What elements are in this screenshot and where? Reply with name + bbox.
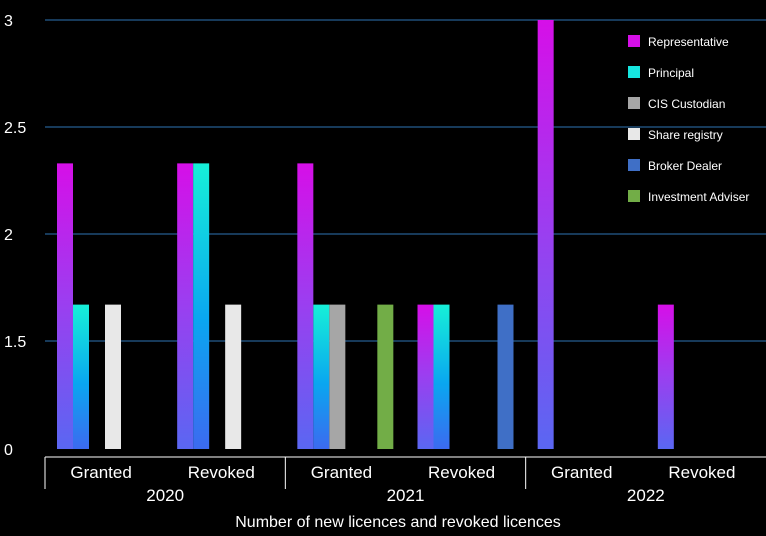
bar-principal (313, 304, 330, 449)
bar-share-registry (225, 304, 242, 449)
y-tick-label: 3 (4, 13, 13, 30)
bar-representative (177, 163, 194, 449)
legend-label: Broker Dealer (648, 159, 722, 173)
legend-swatch (628, 97, 640, 109)
x-tick-label: Revoked (668, 463, 735, 482)
x-tick-label: Revoked (428, 463, 495, 482)
grid-lines (45, 19, 766, 342)
y-tick-label: 2.5 (4, 120, 26, 137)
legend-swatch (628, 35, 640, 47)
x-tick-label: Granted (70, 463, 131, 482)
x-tick-label: Granted (311, 463, 372, 482)
bar-representative (57, 163, 73, 449)
bar-share-registry (105, 304, 121, 449)
legend-label: Principal (648, 66, 694, 80)
bar-representative (417, 304, 434, 449)
bar-investment-adviser (377, 304, 394, 449)
bar-representative (297, 163, 314, 449)
bar-principal (433, 304, 450, 449)
bar-cis-custodian (329, 304, 346, 449)
legend-swatch (628, 190, 640, 202)
bars (57, 20, 674, 449)
legend-label: CIS Custodian (648, 97, 725, 111)
legend-label: Representative (648, 35, 729, 49)
bar-principal (193, 163, 210, 449)
legend-swatch (628, 66, 640, 78)
x-group-label: 2022 (627, 486, 665, 505)
x-group-label: 2020 (146, 486, 184, 505)
y-tick-label: 2 (4, 227, 13, 244)
legend-label: Share registry (648, 128, 723, 142)
bar-broker-dealer (497, 304, 514, 449)
y-tick-label: 0 (4, 442, 13, 459)
legend-swatch (628, 159, 640, 171)
bar-principal (73, 304, 89, 449)
y-tick-label: 1.5 (4, 334, 26, 351)
x-tick-label: Revoked (188, 463, 255, 482)
x-axis-title: Number of new licences and revoked licen… (235, 514, 561, 531)
bar-representative (657, 304, 674, 449)
x-tick-label: Granted (551, 463, 612, 482)
x-group-label: 2021 (387, 486, 425, 505)
legend-label: Investment Adviser (648, 190, 749, 204)
legend-swatch (628, 128, 640, 140)
legend: Representative Principal CIS Custodian Shar… (628, 35, 749, 204)
bar-representative (537, 20, 554, 449)
